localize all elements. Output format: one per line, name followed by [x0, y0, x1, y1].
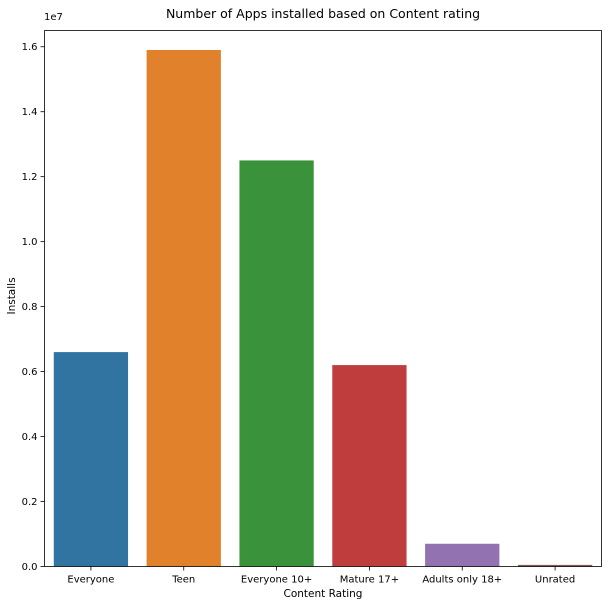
bar — [517, 564, 593, 567]
chart-title: Number of Apps installed based on Conten… — [166, 6, 480, 21]
x-axis-label: Content Rating — [284, 588, 363, 600]
y-tick-label: 0.4 — [22, 432, 38, 443]
bar — [53, 352, 129, 567]
x-tick-label: Adults only 18+ — [422, 575, 502, 586]
bar — [239, 160, 314, 567]
y-ticks-group: 0.0 0.2 0.4 0.6 0.8 1.0 1.2 1.4 1.6 — [22, 42, 45, 573]
bar — [332, 365, 407, 567]
bar — [146, 49, 221, 567]
x-tick-label: Mature 17+ — [340, 575, 399, 586]
x-tick-label: Everyone 10+ — [241, 575, 312, 586]
y-scale-label: 1e7 — [44, 12, 63, 23]
y-tick-label: 1.0 — [22, 237, 38, 248]
bars-group — [53, 49, 593, 567]
x-tick-label: Teen — [171, 575, 195, 586]
bar — [425, 543, 500, 567]
y-tick-label: 0.6 — [22, 367, 38, 378]
y-tick-label: 1.6 — [22, 42, 38, 53]
x-tick-label: Unrated — [535, 575, 575, 586]
x-ticks-group: Everyone Teen Everyone 10+ Mature 17+ Adults… — [67, 566, 575, 586]
plot-frame — [44, 30, 602, 567]
y-tick-label: 0.8 — [22, 302, 38, 313]
y-tick-label: 1.4 — [22, 107, 38, 118]
y-tick-label: 1.2 — [22, 172, 38, 183]
y-axis-label: Installs — [6, 277, 18, 314]
x-tick-label: Everyone — [67, 575, 114, 586]
y-tick-label: 0.0 — [22, 562, 38, 573]
y-tick-label: 0.2 — [22, 497, 38, 508]
